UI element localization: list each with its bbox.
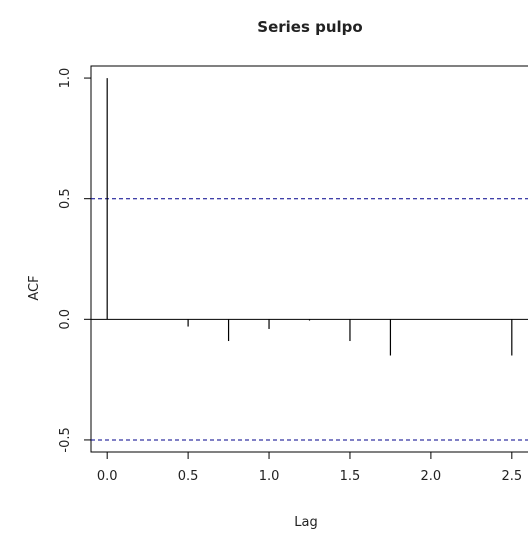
x-tick-label: 0.5	[178, 469, 199, 484]
plot-frame	[90, 65, 528, 453]
chart-title: Series pulpo	[257, 18, 362, 36]
x-tick-label: 1.5	[340, 469, 361, 484]
x-axis-label: Lag	[294, 515, 317, 530]
x-tick-label: 2.0	[421, 469, 442, 484]
y-tick-label: -0.5	[58, 427, 73, 452]
x-tick-label: 1.0	[259, 469, 280, 484]
x-tick-label: 2.5	[501, 469, 522, 484]
y-tick-label: 0.0	[58, 309, 73, 330]
plot-area: 0.0 0.5 1.0 1.5 2.0 2.5 -0.5 0.0 0.5 1.0	[58, 65, 528, 484]
y-tick-label: 1.0	[58, 68, 73, 89]
y-tick-label: 0.5	[58, 188, 73, 209]
x-tick-label: 0.0	[97, 469, 118, 484]
y-axis-label: ACF	[27, 275, 42, 300]
